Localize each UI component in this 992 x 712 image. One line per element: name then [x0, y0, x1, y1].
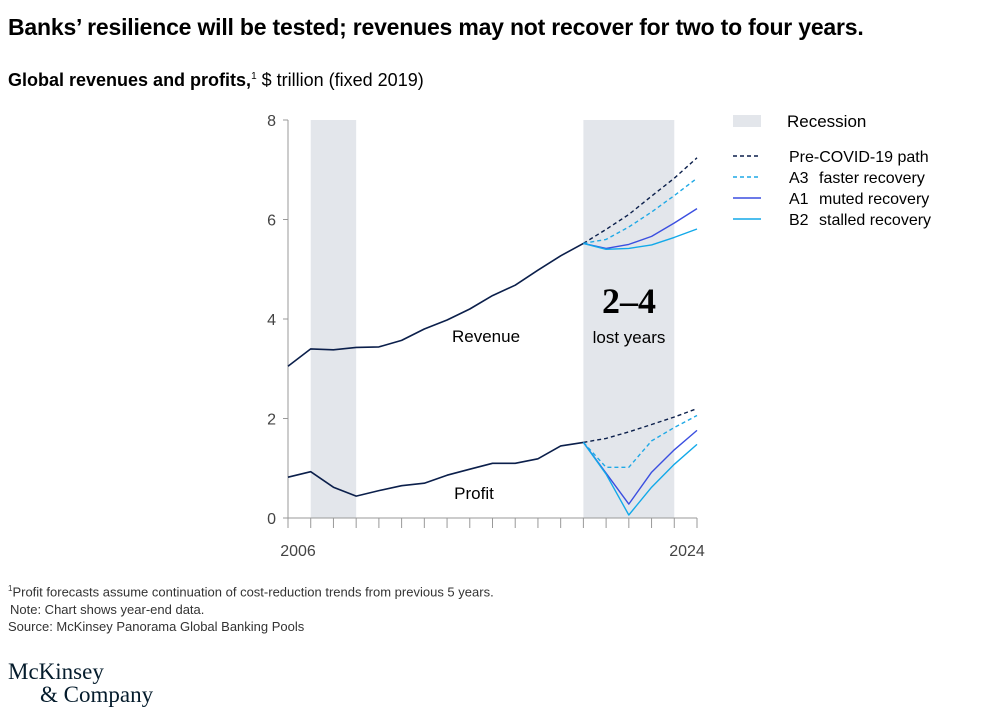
annotation-profit: Profit: [454, 484, 494, 503]
legend-code-B2: B2: [789, 212, 809, 229]
series-line-profit-B2: [582, 441, 698, 516]
y-tick-label-8: 8: [267, 113, 276, 130]
footnote-1-text: Profit forecasts assume continuation of …: [12, 584, 494, 600]
footnote-mark: 1: [8, 584, 13, 593]
logo-line-1: McKinsey: [8, 659, 104, 684]
y-tick-label-4: 4: [267, 312, 276, 329]
footnote-1: 1Profit forecasts assume continuation of…: [8, 580, 494, 601]
legend-code-A3: A3: [789, 170, 809, 187]
legend-label-B2: stalled recovery: [819, 212, 931, 229]
series-line-revenue-A1: [583, 208, 698, 250]
series-line-revenue-A3: [583, 177, 698, 245]
mckinsey-logo: McKinsey & Company: [8, 660, 153, 706]
footnote-note: Note: Chart shows year-end data.: [10, 601, 205, 617]
y-tick-label-2: 2: [267, 412, 276, 429]
footnote-source: Source: McKinsey Panorama Global Banking…: [8, 619, 305, 635]
logo-line-2: & Company: [40, 682, 154, 707]
legend-label-A1: muted recovery: [819, 191, 929, 208]
subtitle-footnote-mark: 1: [251, 71, 257, 82]
recession-band-1: [310, 120, 357, 518]
chart-subtitle: Global revenues and profits,1 $ trillion…: [8, 70, 424, 91]
legend-label-pre_covid: Pre-COVID-19 path: [789, 149, 929, 166]
series-line-revenue-B2: [583, 228, 698, 251]
annotation-revenue: Revenue: [452, 327, 520, 346]
series-line-profit-pre-covid: [583, 407, 698, 444]
subtitle-bold: Global revenues and profits,: [8, 70, 252, 90]
x-tick-label-start: 2006: [280, 543, 316, 560]
series-line-profit-history: [287, 441, 584, 497]
series-line-revenue-pre-covid: [583, 157, 698, 244]
recession-band-2: [583, 120, 675, 518]
subtitle-units: $ trillion (fixed 2019): [256, 70, 424, 90]
footnotes: 1Profit forecasts assume continuation of…: [8, 580, 494, 636]
y-tick-label-6: 6: [267, 213, 276, 230]
legend-label-A3: faster recovery: [819, 170, 925, 187]
x-tick-label-end: 2024: [669, 543, 705, 560]
y-tick-label-0: 0: [267, 511, 276, 528]
series-line-revenue-history: [287, 242, 584, 367]
annotation-lost-years-label: lost years: [593, 328, 666, 347]
annotation-lost-years-value: 2–4: [602, 281, 656, 321]
legend-label-recession: Recession: [787, 112, 866, 131]
legend-swatch-recession: [733, 115, 761, 127]
series-line-profit-A3: [582, 414, 698, 468]
legend-code-A1: A1: [789, 191, 809, 208]
chart-title: Banks’ resilience will be tested; revenu…: [8, 14, 864, 40]
